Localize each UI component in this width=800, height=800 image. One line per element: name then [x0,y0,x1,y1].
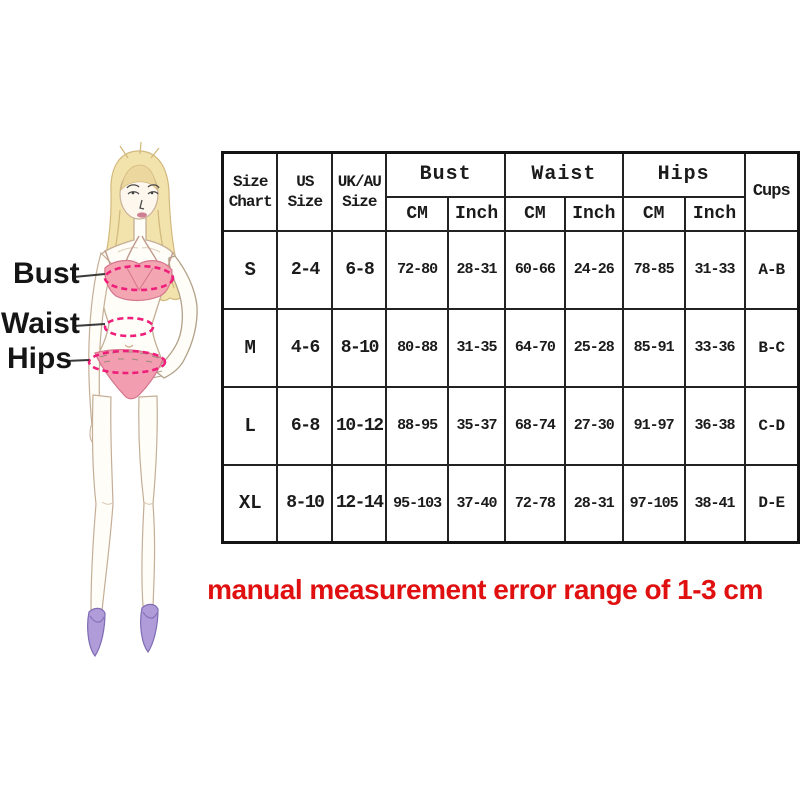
cell-bust-inch: 31-35 [447,307,507,388]
left-shoe-vamp [89,615,105,623]
cell-us-size: 8-10 [276,463,334,544]
header-hips-inch: Inch [683,195,746,232]
cell-bust-inch: 37-40 [447,463,507,544]
cell-bust-cm: 80-88 [385,307,450,388]
measurement-note: manual measurement error range of 1-3 cm [207,574,763,605]
cell-waist-inch: 24-26 [563,229,624,310]
bikini-top [104,259,173,302]
header-hips-cm: CM [621,195,686,232]
cell-cups: A-B [743,229,800,310]
header-waist-inch: Inch [563,195,624,232]
cell-hips-cm: 85-91 [621,307,686,388]
right-pupil [150,191,154,195]
lips [137,212,147,218]
size-chart-table: Size Chart US Size UK/AU Size Bust Waist… [221,151,800,544]
table-row-s: S 2-4 6-8 72-80 28-31 60-66 24-26 78-85 … [221,229,800,310]
header-waist-cm: CM [504,195,566,232]
header-cups: Cups [743,151,800,232]
left-leg [90,394,114,612]
left-shoe [87,607,106,658]
cell-waist-inch: 25-28 [563,307,624,388]
cell-hips-inch: 33-36 [683,307,746,388]
table-row-l: L 6-8 10-12 88-95 35-37 68-74 27-30 91-9… [221,385,800,466]
waist-measure-ellipse [103,316,155,338]
cell-hips-inch: 36-38 [683,385,746,466]
right-leg [138,395,158,608]
cell-cups: D-E [743,463,800,544]
cell-waist-inch: 28-31 [563,463,624,544]
cell-waist-cm: 64-70 [504,307,566,388]
cell-hips-inch: 31-33 [683,229,746,310]
cell-hips-cm: 91-97 [621,385,686,466]
right-shoe-vamp [142,611,158,619]
header-uk-au-size: UK/AU Size [331,151,388,232]
cell-waist-cm: 60-66 [504,229,566,310]
cell-bust-inch: 35-37 [447,385,507,466]
cell-bust-cm: 72-80 [385,229,450,310]
cell-hips-inch: 38-41 [683,463,746,544]
cell-waist-cm: 68-74 [504,385,566,466]
right-shoe [140,603,159,654]
fringe [120,164,158,192]
header-bust: Bust [385,151,507,198]
header-bust-inch: Inch [447,195,507,232]
header-hips: Hips [621,151,746,198]
cell-bust-cm: 95-103 [385,463,450,544]
waist-pointer-line [73,323,106,327]
hips-label: Hips [7,342,73,375]
cell-ukau-size: 12-14 [331,463,388,544]
header-size-chart: Size Chart [221,151,279,232]
navel [124,344,134,348]
cell-ukau-size: 10-12 [331,385,388,466]
hips-pointer-line [65,359,90,362]
cell-hips-cm: 97-105 [621,463,686,544]
cell-size: S [221,229,279,310]
cell-hips-cm: 78-85 [621,229,686,310]
hair-strands [103,141,175,293]
header-bust-cm: CM [385,195,450,232]
cell-size: XL [221,463,279,544]
hips-measure-ellipse [87,349,167,375]
face-features [126,184,160,210]
cell-ukau-size: 8-10 [331,307,388,388]
table-row-m: M 4-6 8-10 80-88 31-35 64-70 25-28 85-91… [221,307,800,388]
table-row-xl: XL 8-10 12-14 95-103 37-40 72-78 28-31 9… [221,463,800,544]
cell-size: L [221,385,279,466]
bust-measure-ellipse [103,264,175,292]
cell-size: M [221,307,279,388]
waist-label: Waist [1,307,80,340]
cell-waist-cm: 72-78 [504,463,566,544]
bikini-top-straps [104,235,174,267]
cell-cups: B-C [743,307,800,388]
model-illustration [65,141,198,658]
cell-ukau-size: 6-8 [331,229,388,310]
bust-label: Bust [13,257,80,290]
bikini-bottom [94,349,164,400]
left-pupil [131,191,135,195]
knee-lines [101,501,154,505]
cell-us-size: 6-8 [276,385,334,466]
header-us-size: US Size [276,151,334,232]
bikini-top-seam [126,267,154,291]
cell-us-size: 2-4 [276,229,334,310]
cell-us-size: 4-6 [276,307,334,388]
cell-waist-inch: 27-30 [563,385,624,466]
bust-pointer-line [73,273,106,278]
cell-bust-inch: 28-31 [447,229,507,310]
cell-cups: C-D [743,385,800,466]
header-waist: Waist [504,151,624,198]
cell-bust-cm: 88-95 [385,385,450,466]
